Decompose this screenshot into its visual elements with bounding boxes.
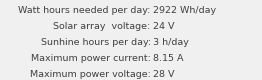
Text: Maximum power voltage:: Maximum power voltage: — [30, 70, 151, 79]
Text: 2922 Wh/day: 2922 Wh/day — [153, 6, 216, 15]
Text: 3 h/day: 3 h/day — [153, 38, 189, 47]
Text: 8.15 A: 8.15 A — [153, 54, 184, 63]
Text: 28 V: 28 V — [153, 70, 175, 79]
Text: Sunhine hours per day:: Sunhine hours per day: — [41, 38, 151, 47]
Text: Maximum power current:: Maximum power current: — [31, 54, 151, 63]
Text: 24 V: 24 V — [153, 22, 175, 31]
Text: Solar array  voltage:: Solar array voltage: — [53, 22, 151, 31]
Text: Watt hours needed per day:: Watt hours needed per day: — [18, 6, 151, 15]
